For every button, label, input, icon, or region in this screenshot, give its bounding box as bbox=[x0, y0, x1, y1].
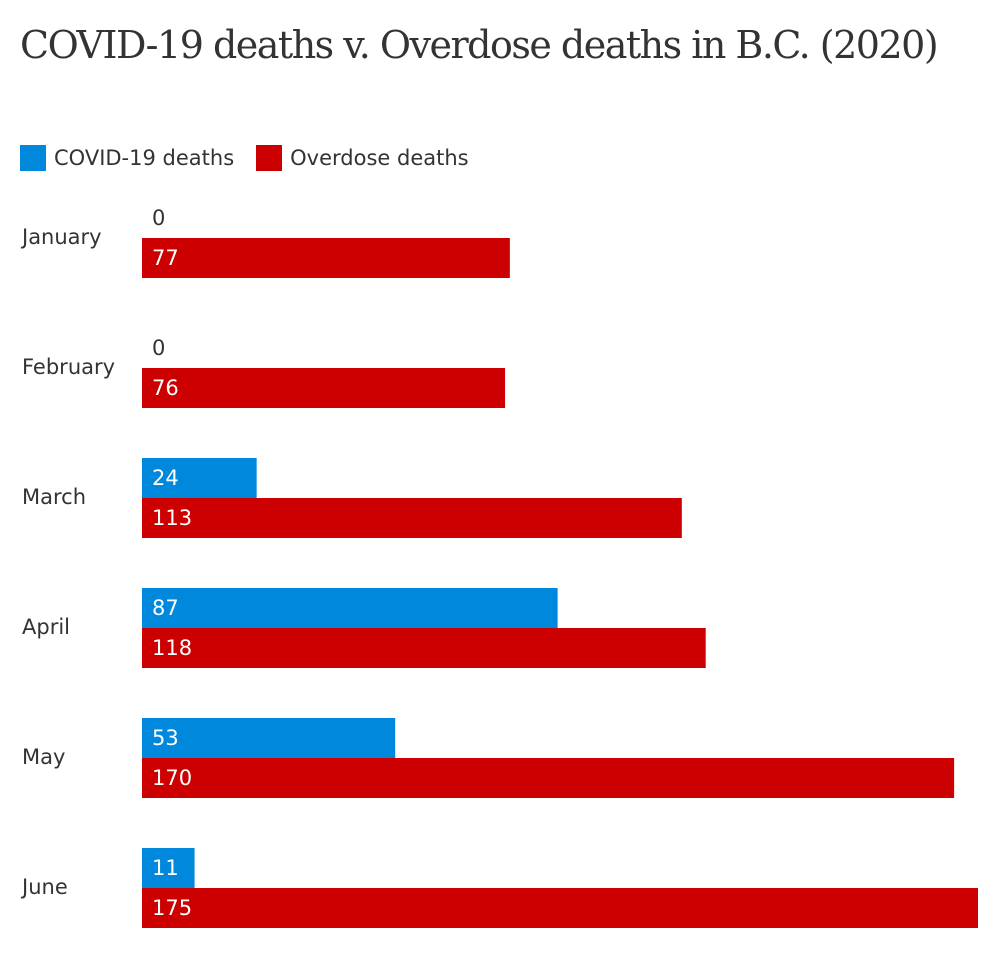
value-label-overdose-march: 113 bbox=[152, 506, 192, 530]
bar-overdose-february bbox=[142, 368, 506, 408]
bar-overdose-april bbox=[142, 628, 706, 668]
value-label-covid-june: 11 bbox=[152, 856, 179, 880]
chart-title: COVID-19 deaths v. Overdose deaths in B.… bbox=[20, 23, 939, 67]
bar-overdose-may bbox=[142, 758, 955, 798]
value-label-overdose-june: 175 bbox=[152, 896, 192, 920]
category-label-february: February bbox=[22, 355, 115, 379]
category-label-may: May bbox=[22, 745, 65, 769]
value-label-covid-january: 0 bbox=[152, 206, 165, 230]
bar-covid-june bbox=[142, 848, 195, 888]
bar-overdose-january bbox=[142, 238, 510, 278]
bar-overdose-june bbox=[142, 888, 978, 928]
value-label-covid-february: 0 bbox=[152, 336, 165, 360]
legend-label-overdose: Overdose deaths bbox=[290, 146, 469, 170]
legend-swatch-overdose bbox=[256, 145, 283, 171]
legend-item-covid: COVID-19 deaths bbox=[20, 145, 234, 171]
category-label-june: June bbox=[20, 875, 68, 899]
category-label-april: April bbox=[22, 615, 70, 639]
value-label-overdose-may: 170 bbox=[152, 766, 192, 790]
category-label-january: January bbox=[20, 225, 102, 249]
bar-covid-may bbox=[142, 718, 396, 758]
bar-covid-april bbox=[142, 588, 558, 628]
value-label-overdose-april: 118 bbox=[152, 636, 192, 660]
legend-label-covid: COVID-19 deaths bbox=[54, 146, 235, 170]
legend: COVID-19 deaths Overdose deaths bbox=[20, 144, 491, 172]
value-label-covid-april: 87 bbox=[152, 596, 179, 620]
value-label-overdose-february: 76 bbox=[152, 376, 179, 400]
value-label-covid-march: 24 bbox=[152, 466, 179, 490]
value-label-covid-may: 53 bbox=[152, 726, 179, 750]
bar-overdose-march bbox=[142, 498, 682, 538]
category-label-march: March bbox=[22, 485, 86, 509]
bar-covid-march bbox=[142, 458, 257, 498]
legend-item-overdose: Overdose deaths bbox=[256, 145, 469, 171]
legend-swatch-covid bbox=[20, 145, 46, 171]
value-label-overdose-january: 77 bbox=[152, 246, 179, 270]
